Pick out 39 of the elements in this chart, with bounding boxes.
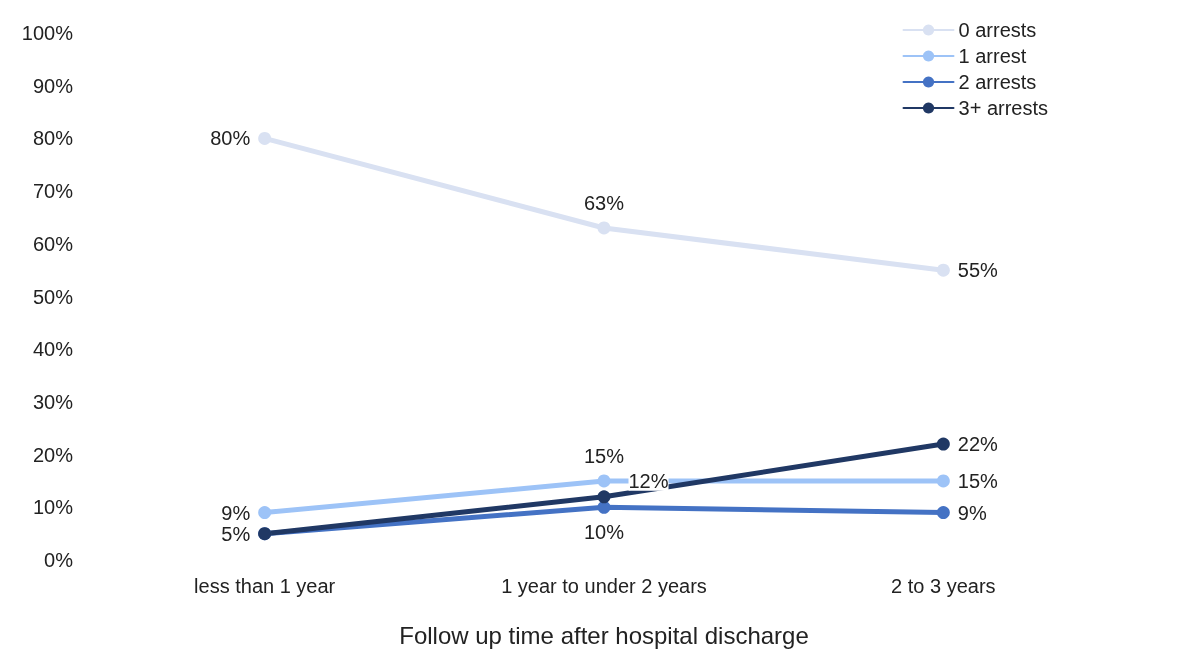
data-label: 15%	[583, 445, 625, 468]
point	[936, 474, 950, 488]
data-label: 63%	[583, 192, 625, 215]
point	[936, 437, 950, 451]
x-tick-label: 2 to 3 years	[891, 575, 996, 597]
x-tick-label: 1 year to under 2 years	[501, 575, 707, 597]
y-tick-label: 80%	[32, 127, 74, 150]
point	[936, 263, 950, 277]
data-label: 22%	[957, 433, 999, 456]
data-label: 12%	[628, 469, 669, 492]
data-label: 10%	[583, 520, 625, 543]
y-tick-label: 70%	[32, 180, 74, 203]
data-label: 9%	[221, 501, 251, 524]
data-label: 15%	[957, 469, 999, 492]
point	[258, 506, 272, 520]
legend-label: 0 arrests	[958, 19, 1037, 41]
y-tick-label: 10%	[32, 496, 74, 519]
data-label: 80%	[210, 127, 251, 150]
y-tick-label: 30%	[32, 390, 74, 413]
point	[597, 490, 611, 504]
y-tick-label: 50%	[32, 285, 74, 308]
legend-label: 2 arrests	[958, 71, 1037, 93]
data-label: 9%	[957, 501, 987, 524]
y-tick-label: 60%	[32, 232, 74, 255]
data-label: 55%	[957, 259, 999, 282]
legend-label: 3+ arrests	[958, 97, 1048, 119]
x-tick-label: less than 1 year	[194, 575, 336, 597]
point	[597, 474, 611, 488]
point	[597, 221, 611, 235]
y-tick-label: 90%	[32, 74, 74, 97]
y-tick-label: 100%	[21, 22, 74, 44]
y-tick-label: 40%	[32, 338, 74, 361]
data-label: 5%	[221, 522, 251, 545]
x-axis-title: Follow up time after hospital discharge	[399, 621, 809, 649]
point	[936, 506, 950, 520]
legend-label: 1 arrest	[958, 45, 1027, 67]
point	[258, 131, 272, 145]
y-tick-label: 20%	[32, 443, 74, 466]
y-tick-label: 0%	[44, 549, 74, 571]
